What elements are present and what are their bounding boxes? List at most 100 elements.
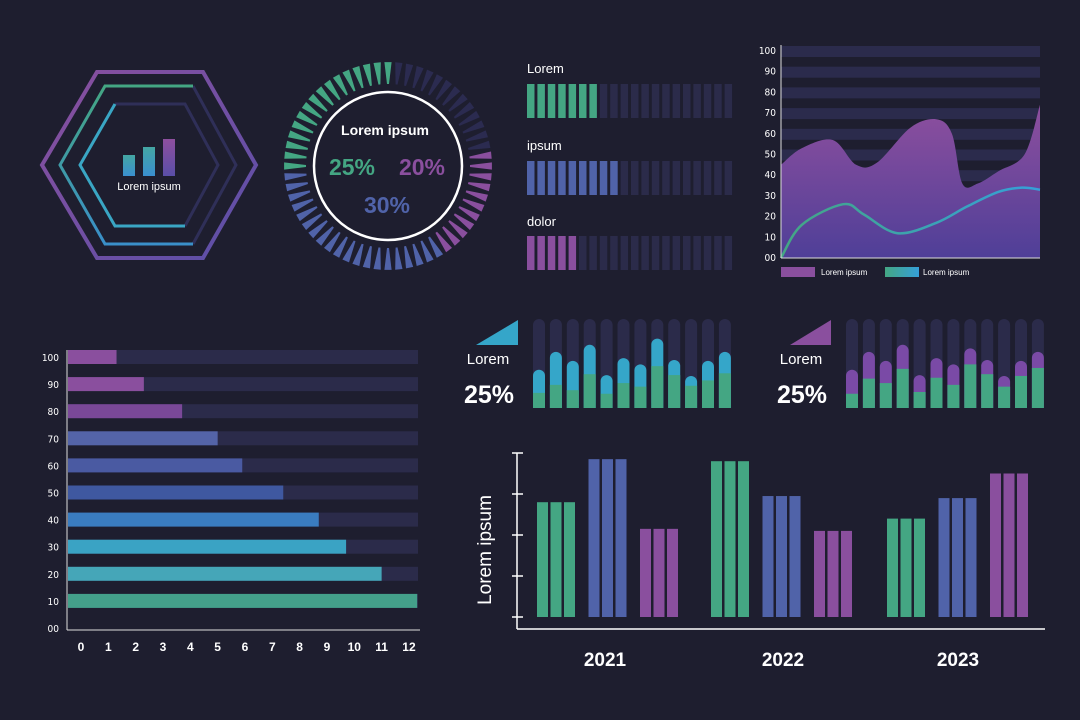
y-tick-label: 90 [48,380,60,391]
progress-segment-filled [610,161,618,195]
progress-segment-empty [631,161,639,195]
x-tick-label: 1 [105,640,112,654]
radial-tick [301,102,323,119]
hexagon-outer [39,70,259,260]
radial-tick [468,140,491,150]
bar-segment-bottom [930,377,943,408]
segmented-progress-bars: Lorem ipsum dolor [527,61,733,270]
mini-chart-value: 25% [464,381,514,409]
progress-segment-empty [631,84,639,118]
bar [537,502,548,617]
radial-tick [448,93,468,112]
legend-swatch [885,267,919,277]
y-tick-label: 10 [48,597,60,608]
bar [762,496,774,617]
progress-segment-empty [683,84,691,118]
progress-segment-filled [527,236,535,270]
progress-segment-empty [662,236,670,270]
bar [965,498,977,617]
bar-chart-icon-bar [163,139,175,176]
bar [667,528,678,617]
grouped-bar-chart: Lorem ipsum 2021 2022 2023 [475,452,1045,671]
progress-segment-empty [641,236,649,270]
radial-tick [435,79,452,101]
radial-stats-widget: Lorem ipsum 25% 20% 30% [284,62,492,270]
x-category-label: 2021 [584,650,627,671]
progress-segment-empty [714,84,722,118]
radial-tick [308,93,328,112]
bar-segment-bottom [981,374,994,408]
progress-segment-empty [620,236,629,270]
radial-tick [342,240,356,263]
progress-segment-empty [631,236,639,270]
radial-tick [324,231,341,253]
radial-ring [312,90,464,242]
progress-segment-empty [651,236,660,270]
radial-tick [420,240,434,263]
x-tick-label: 10 [348,640,362,654]
bar [588,459,600,617]
radial-tick [352,66,364,89]
bar [68,566,382,581]
progress-segment-empty [610,236,618,270]
progress-segment-filled [547,161,556,195]
progress-segment-empty [703,236,712,270]
progress-segment-filled [558,84,566,118]
y-tick-label: 10 [765,232,777,243]
bar [68,485,284,500]
radial-tick [362,63,372,86]
radial-tick [435,231,452,253]
grid-band [781,46,1040,57]
x-tick-label: 4 [187,640,194,654]
bar-track [68,350,418,364]
radial-tick [296,206,318,222]
bar [990,473,1001,617]
radial-title: Lorem ipsum [341,122,429,138]
bar-segment-bottom [913,391,926,408]
bar-segment-bottom [947,384,960,408]
bar-segment-bottom [896,368,909,408]
bar [841,530,852,617]
bar-segment-bottom [668,375,681,408]
radial-tick [324,79,341,101]
x-tick-label: 7 [269,640,276,654]
bar [615,459,627,617]
progress-segment-filled [537,236,545,270]
y-tick-label: 30 [765,191,777,202]
radial-tick [352,243,364,266]
bar-segment-bottom [533,392,545,408]
radial-tick [373,247,381,270]
bar [68,350,117,364]
y-tick-label: 20 [48,570,60,581]
bar-segment-bottom [566,390,579,408]
y-tick-label: 80 [765,87,777,98]
radial-tick [458,206,480,222]
progress-segment-filled [579,84,587,118]
radial-tick [412,243,424,266]
bar [550,502,562,617]
bar [68,431,218,446]
radial-tick [291,198,314,212]
legend-swatch [781,267,815,277]
radial-tick [465,190,488,202]
y-tick-label: 50 [48,489,60,500]
x-tick-label: 5 [214,640,221,654]
x-tick-label: 3 [160,640,167,654]
bar [602,459,613,617]
bar [952,498,963,617]
progress-segment-filled [527,161,535,195]
bar-segment-bottom [583,374,596,408]
progress-segment-filled [568,161,577,195]
radial-tick [308,220,328,239]
y-tick-label: 80 [48,407,60,418]
bar [68,404,183,419]
bar [68,512,319,527]
progress-segment-filled [537,84,545,118]
bar-segment-bottom [718,373,731,408]
progress-segment-empty [724,161,733,195]
progress-segment-filled [527,84,535,118]
progress-segment-empty [599,236,608,270]
hexagon-label: Lorem ipsum [117,181,181,193]
